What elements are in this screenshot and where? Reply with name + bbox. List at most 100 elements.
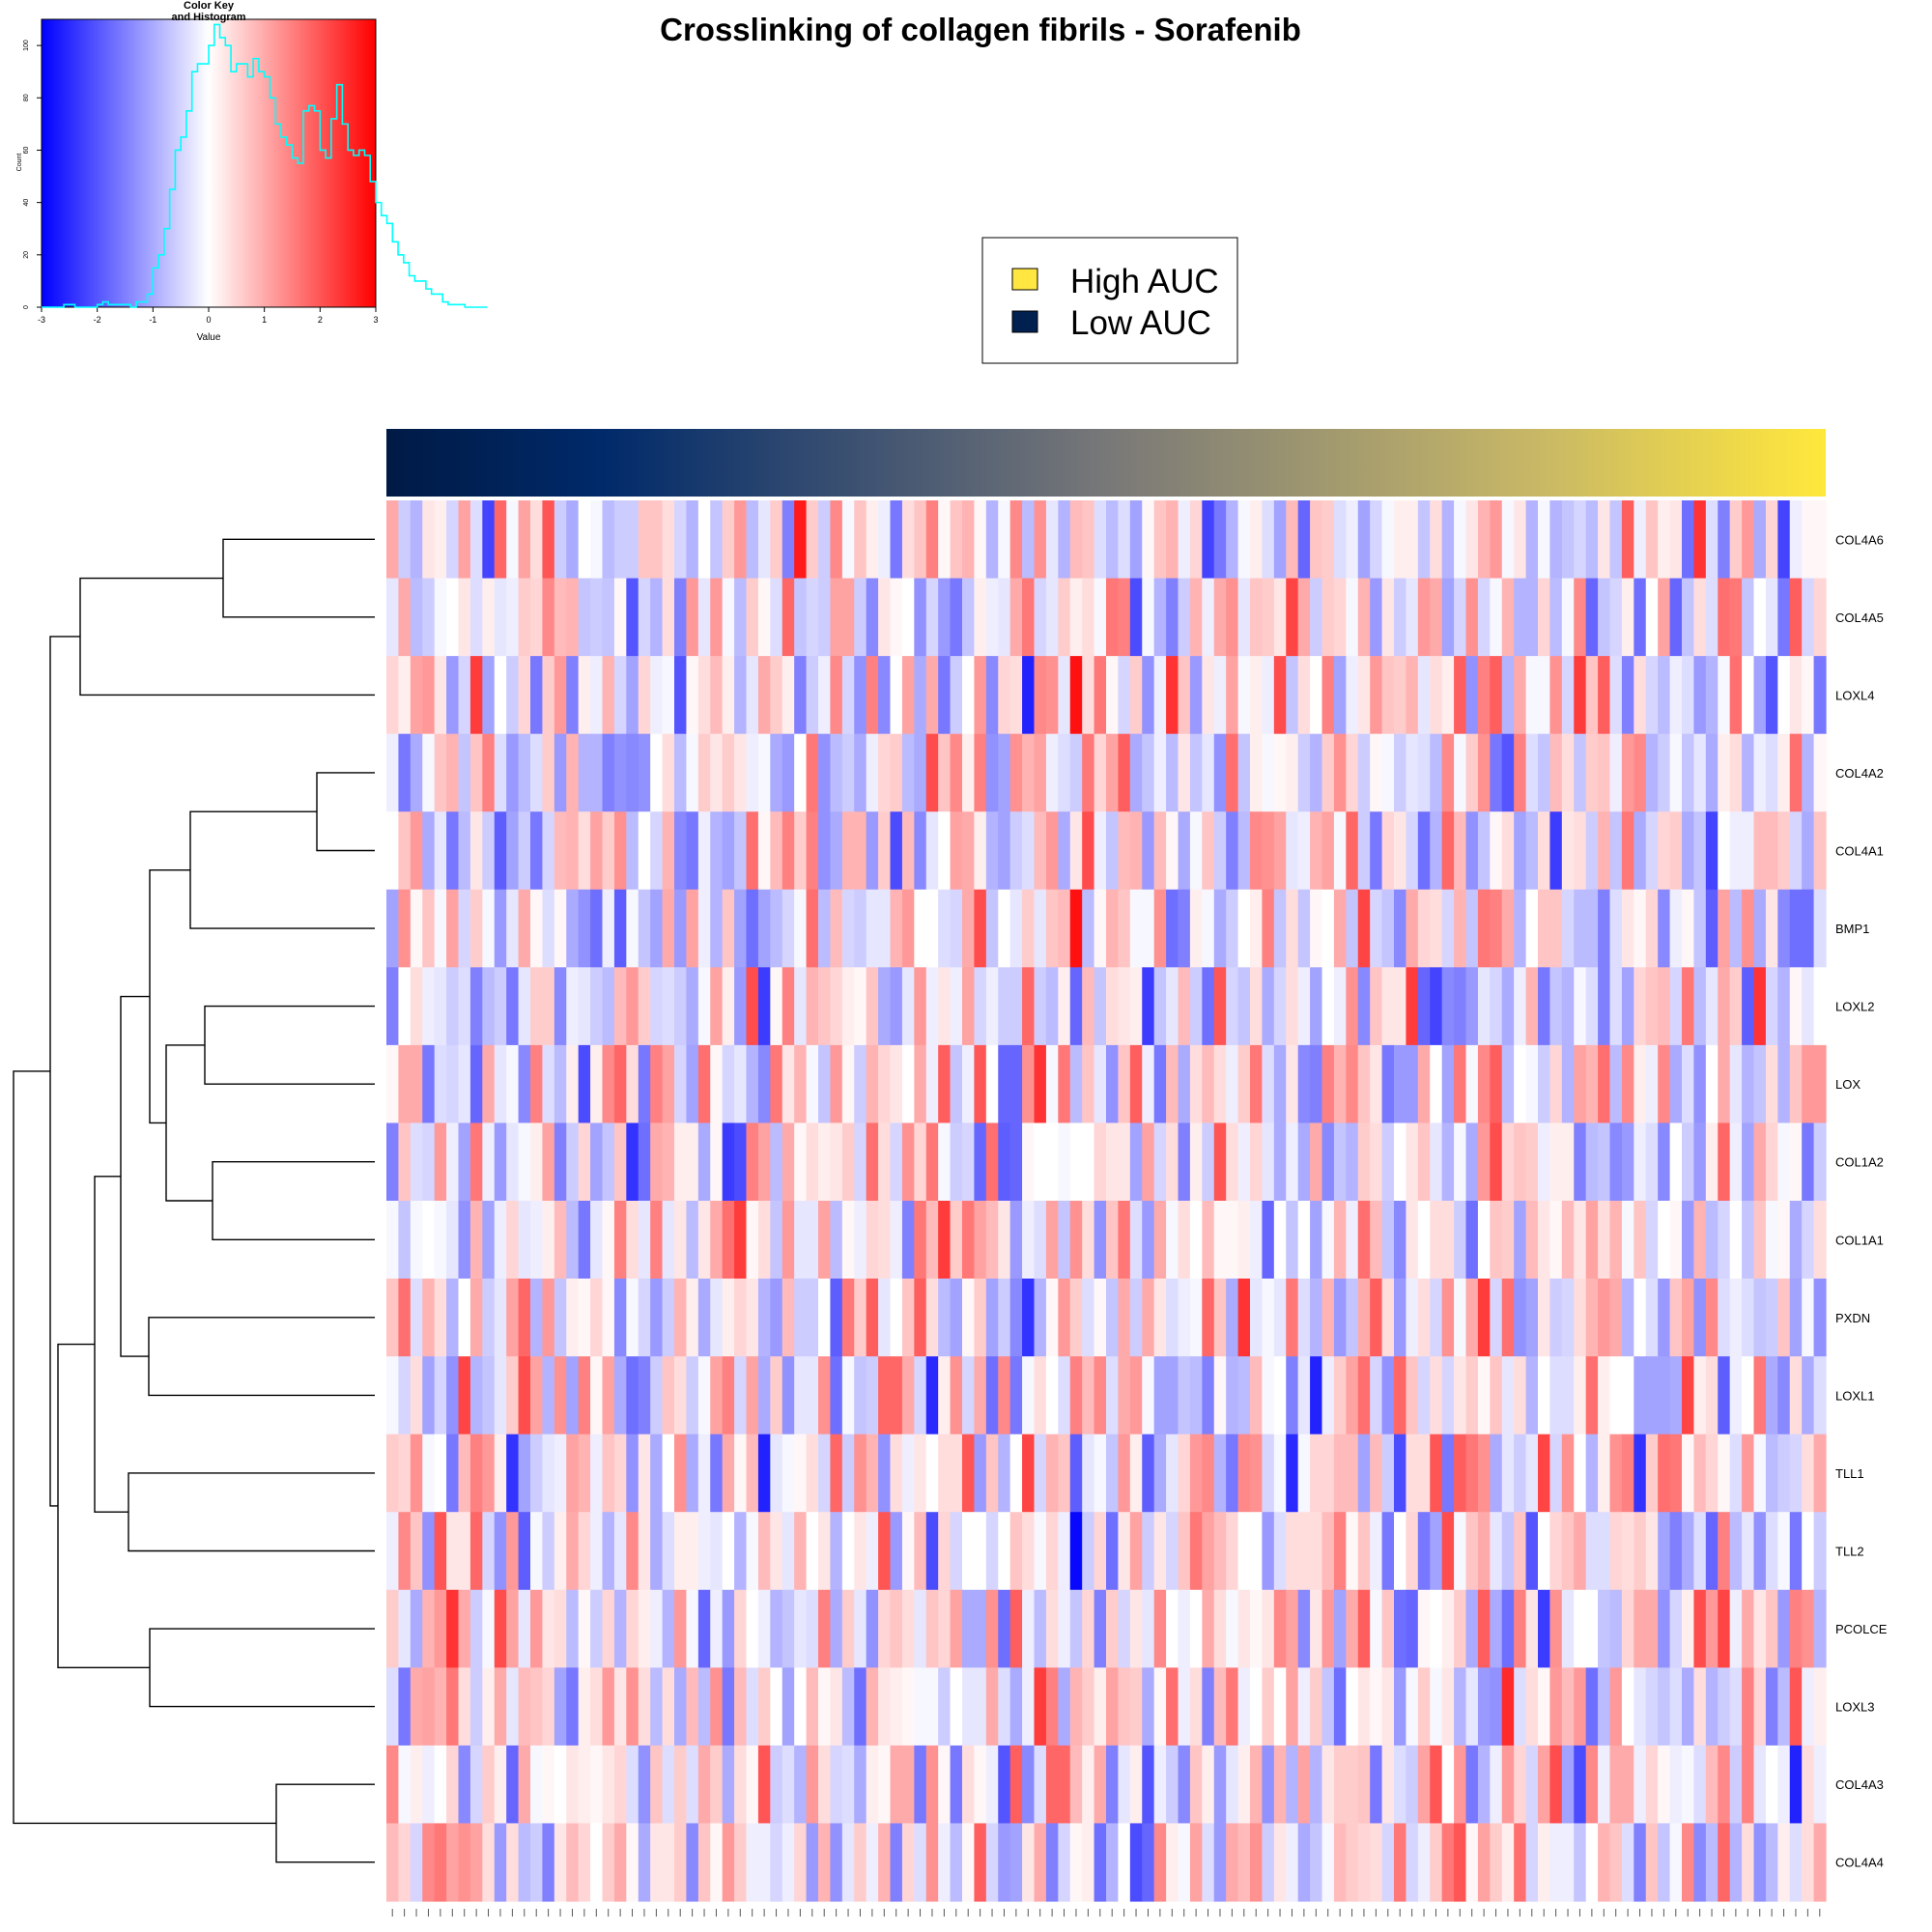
heatmap-cell [446, 1201, 460, 1280]
heatmap-cell [757, 656, 771, 735]
heatmap-cell [1645, 1044, 1659, 1124]
heatmap-cell [1406, 1745, 1419, 1825]
heatmap-cell [1813, 656, 1827, 735]
heatmap-cell [914, 1434, 927, 1513]
heatmap-cell [1561, 1512, 1575, 1591]
heatmap-cell [841, 1278, 855, 1357]
heatmap-cell [1333, 578, 1347, 657]
heatmap-cell [1490, 1122, 1503, 1202]
heatmap-cell [1682, 1667, 1695, 1747]
heatmap-cell [1286, 578, 1299, 657]
heatmap-cell [1129, 578, 1143, 657]
heatmap-cell [1082, 1512, 1095, 1591]
heatmap-cell [590, 1278, 604, 1357]
heatmap-cell [1262, 1201, 1275, 1280]
heatmap-cell [469, 889, 483, 968]
heatmap-cell [1286, 1745, 1299, 1825]
heatmap-cell [1142, 578, 1155, 657]
heatmap-cell [1789, 889, 1803, 968]
heatmap-cell [578, 578, 591, 657]
heatmap-cell [1753, 967, 1767, 1046]
heatmap-cell [1286, 500, 1299, 580]
heatmap-cell [974, 1589, 987, 1668]
heatmap-cell [650, 1823, 664, 1902]
heatmap-cell [985, 1589, 999, 1668]
heatmap-cell [1009, 1823, 1023, 1902]
heatmap-cell [530, 1589, 544, 1668]
heatmap-cell [1802, 1201, 1815, 1280]
heatmap-cell [770, 811, 783, 891]
heatmap-cell [854, 1667, 867, 1747]
heatmap-cell [830, 1122, 843, 1202]
heatmap-cell [890, 1122, 903, 1202]
heatmap-cell [662, 1512, 675, 1591]
heatmap-cell [482, 1122, 496, 1202]
heatmap-cell [1693, 1356, 1707, 1435]
heatmap-cell [1406, 1823, 1419, 1902]
heatmap-cell [830, 811, 843, 891]
heatmap-cell [1226, 967, 1239, 1046]
heatmap-cell [1178, 967, 1191, 1046]
heatmap-cell [398, 1589, 412, 1668]
heatmap-cell [1765, 733, 1778, 812]
heatmap-cell [1813, 733, 1827, 812]
heatmap-cell [830, 1201, 843, 1280]
heatmap-cell [674, 967, 688, 1046]
heatmap-cell [1346, 656, 1359, 735]
heatmap-cell [1009, 1589, 1023, 1668]
heatmap-cell [1357, 1589, 1371, 1668]
heatmap-cell [1585, 656, 1599, 735]
heatmap-cell [613, 1512, 627, 1591]
heatmap-cell [1381, 500, 1395, 580]
heatmap-cell [1022, 1589, 1036, 1668]
heatmap-cell [1166, 578, 1179, 657]
heatmap-cell [650, 1745, 664, 1825]
heatmap-cell [1777, 1201, 1791, 1280]
heatmap-cell [1286, 1667, 1299, 1747]
heatmap-cell [1333, 967, 1347, 1046]
heatmap-cell [1501, 889, 1515, 968]
heatmap-cell [1297, 1278, 1311, 1357]
heatmap-cell [638, 1823, 651, 1902]
heatmap-cell [1621, 889, 1634, 968]
heatmap-cell [1034, 1434, 1047, 1513]
heatmap-cell [518, 811, 531, 891]
heatmap-cell [950, 967, 963, 1046]
heatmap-cell [422, 656, 436, 735]
heatmap-cell [781, 1512, 795, 1591]
heatmap-cell [1621, 1823, 1634, 1902]
heatmap-cell [613, 1278, 627, 1357]
heatmap-cell [1718, 1745, 1731, 1825]
heatmap-cell [985, 1044, 999, 1124]
heatmap-cell [662, 1122, 675, 1202]
heatmap-cell [1262, 733, 1275, 812]
heatmap-cell [1009, 1122, 1023, 1202]
heatmap-cell [1202, 1589, 1215, 1668]
dendrogram-link [316, 772, 375, 852]
heatmap-cell [890, 1356, 903, 1435]
heatmap-cell [938, 811, 952, 891]
heatmap-cell [841, 656, 855, 735]
heatmap-cell [1178, 1044, 1191, 1124]
heatmap-cell [1346, 500, 1359, 580]
heatmap-cell [806, 500, 819, 580]
heatmap-cell [1069, 889, 1083, 968]
heatmap-cell [506, 1201, 520, 1280]
heatmap-cell [1454, 811, 1467, 891]
heatmap-cell [1406, 1356, 1419, 1435]
heatmap-cell [458, 1434, 471, 1513]
heatmap-cell [1333, 733, 1347, 812]
heatmap-cell [1742, 967, 1755, 1046]
heatmap-cell [422, 733, 436, 812]
heatmap-cell [1490, 967, 1503, 1046]
heatmap-cell [1777, 1667, 1791, 1747]
heatmap-cell [1682, 1589, 1695, 1668]
heatmap-cell [1370, 733, 1383, 812]
heatmap-cell [757, 500, 771, 580]
heatmap-cell [794, 578, 808, 657]
row-dendrogram [13, 538, 375, 1863]
heatmap-cell [770, 1278, 783, 1357]
heatmap-cell [914, 811, 927, 891]
heatmap-cell [434, 1745, 447, 1825]
heatmap-cell [1514, 1201, 1527, 1280]
